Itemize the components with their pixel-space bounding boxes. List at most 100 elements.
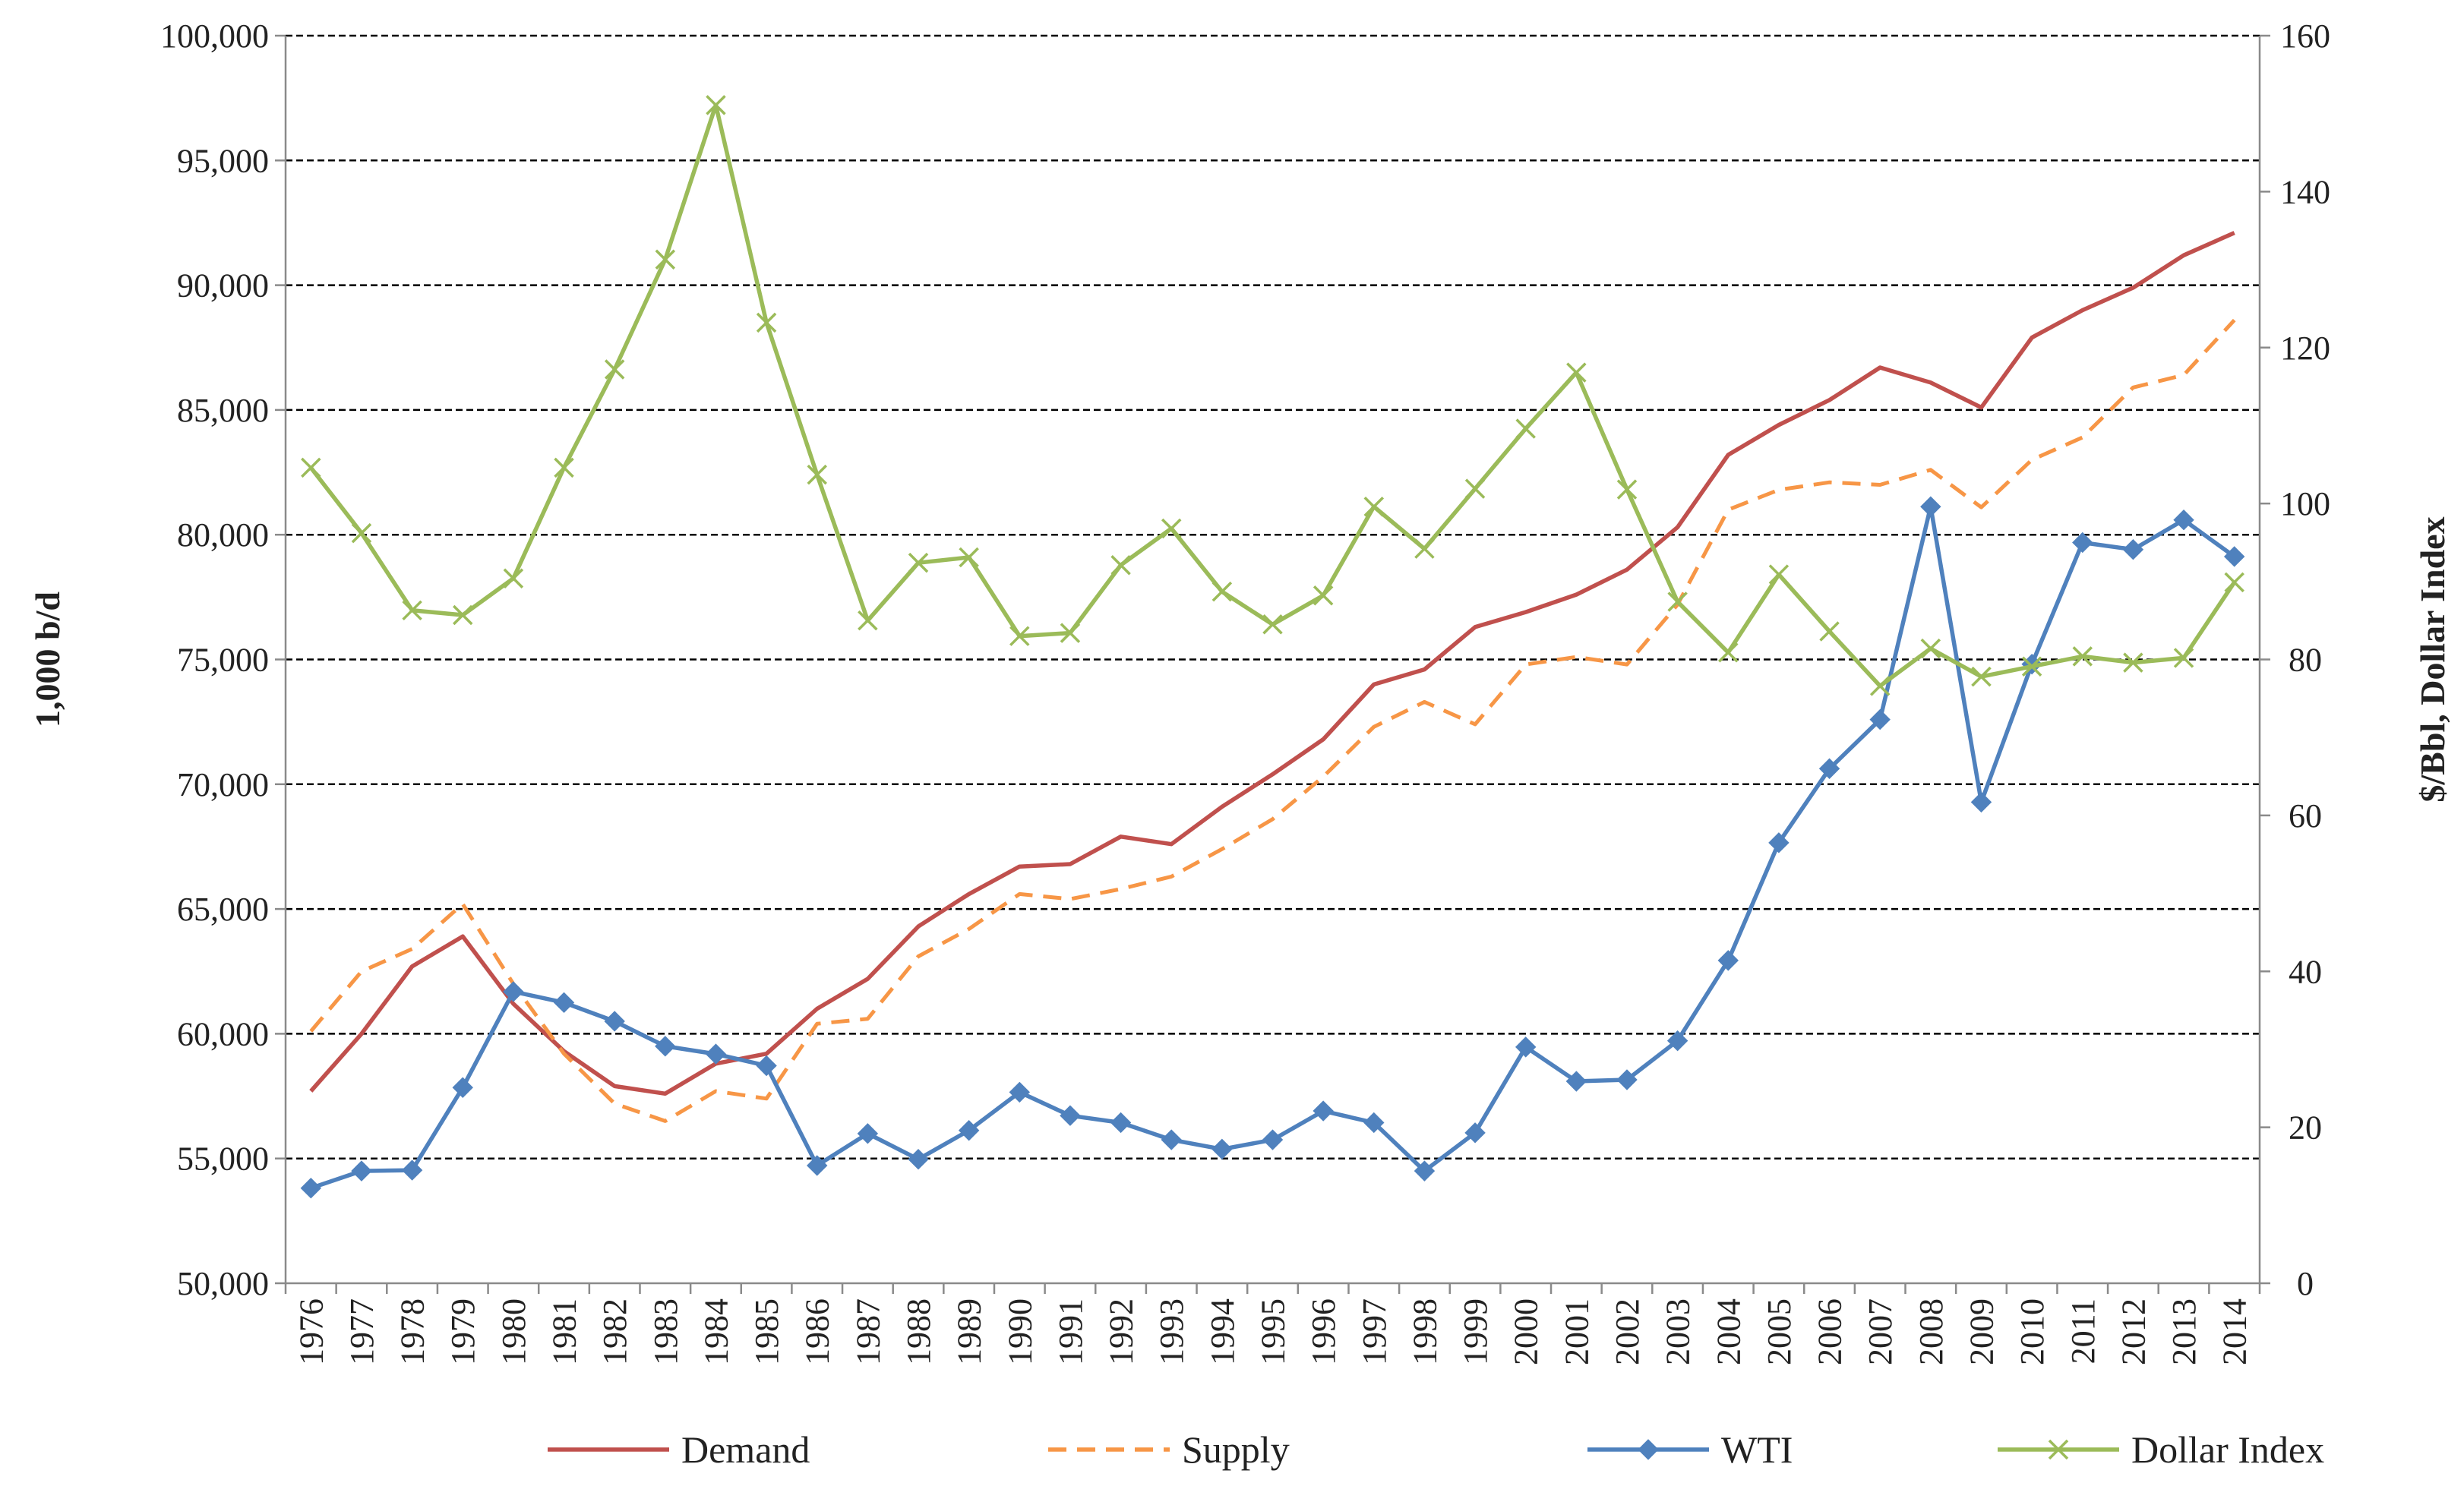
point-stroke (1515, 418, 1536, 439)
x-tick-label: 2004 (1710, 1298, 1747, 1365)
point-stroke (2173, 648, 2194, 668)
x-tick-label: 1990 (1001, 1298, 1038, 1365)
x-tick-label: 1991 (1052, 1298, 1089, 1365)
data-point-dollar-index (1211, 581, 1233, 602)
data-point-wti (958, 1120, 980, 1141)
x-tick-label: 1984 (697, 1298, 734, 1365)
data-point-wti (2173, 509, 2194, 531)
data-point-dollar-index (1313, 585, 1334, 606)
data-point-dollar-index (1515, 418, 1536, 439)
data-point-wti (604, 1011, 625, 1032)
data-point-dollar-index (1616, 479, 1638, 500)
data-point-wti (1262, 1129, 1284, 1150)
x-tick-label: 1989 (951, 1298, 988, 1365)
point-stroke (1414, 538, 1435, 559)
x-tick-label: 2008 (1913, 1298, 1950, 1365)
left-tick-label: 90,000 (177, 267, 269, 304)
data-point-wti (401, 1159, 423, 1181)
legend: Demand Supply WTI Dollar Index (548, 1428, 2324, 1471)
data-point-dollar-index (402, 600, 422, 621)
x-tick-label: 1982 (596, 1298, 633, 1365)
x-tick-label: 2013 (2165, 1298, 2203, 1365)
right-tick-label: 120 (2280, 330, 2330, 367)
x-tick-label: 2006 (1812, 1298, 1849, 1365)
point-stroke (351, 522, 372, 544)
data-point-dollar-index (807, 464, 827, 485)
point-stroke (1819, 621, 1840, 642)
point-stroke (706, 95, 726, 115)
point-stroke (858, 610, 878, 631)
data-point-dollar-index (858, 610, 878, 631)
data-point-wti (1818, 758, 1840, 779)
data-point-wti (1211, 1138, 1233, 1160)
right-tick-label: 0 (2297, 1265, 2314, 1302)
data-point-wti (1666, 1030, 1688, 1052)
data-point-wti (1717, 950, 1739, 971)
x-tick-label: 2001 (1558, 1298, 1595, 1365)
legend-marker-dollar-index (2048, 1439, 2069, 1460)
right-tick-label: 60 (2289, 797, 2322, 834)
x-tick-label: 1983 (647, 1298, 684, 1365)
data-point-dollar-index (503, 568, 524, 588)
x-tick-label: 1995 (1255, 1298, 1292, 1365)
point-stroke (604, 359, 625, 380)
data-point-dollar-index (2123, 652, 2143, 673)
data-point-dollar-index (2021, 656, 2042, 677)
data-point-dollar-index (1920, 638, 1941, 659)
data-point-dollar-index (1110, 555, 1131, 576)
data-point-dollar-index (959, 547, 979, 568)
point-stroke (1262, 614, 1283, 635)
point-stroke (1110, 555, 1131, 576)
left-tick-label: 75,000 (177, 642, 269, 679)
point-stroke (655, 249, 676, 270)
series-lines (300, 95, 2245, 1199)
data-point-dollar-index (554, 457, 574, 478)
data-point-wti (1768, 832, 1790, 853)
data-point-dollar-index (2072, 646, 2093, 667)
data-point-dollar-index (1060, 623, 1081, 643)
right-axis-title: $/Bbl, Dollar Index (2413, 516, 2452, 802)
data-point-wti (655, 1036, 676, 1057)
point-stroke (1161, 518, 1182, 539)
data-point-wti (1616, 1069, 1638, 1090)
data-point-wti (1464, 1122, 1486, 1144)
data-point-dollar-index (1768, 564, 1790, 585)
data-point-dollar-index (301, 457, 321, 478)
data-point-wti (1920, 496, 1941, 517)
left-tick-label: 100,000 (160, 17, 269, 55)
series-line-demand (309, 231, 2235, 1096)
data-point-wti (908, 1149, 929, 1170)
x-tick-label: 2010 (2014, 1298, 2051, 1365)
left-tick-label: 70,000 (177, 766, 269, 803)
x-tick-label: 2002 (1609, 1298, 1646, 1365)
data-point-wti (756, 1055, 777, 1077)
x-tick-label: 1979 (444, 1298, 482, 1365)
data-point-wti (300, 1178, 322, 1199)
x-tick-label: 1998 (1406, 1298, 1443, 1365)
data-point-wti (807, 1155, 828, 1176)
data-point-wti (1313, 1100, 1334, 1122)
point-stroke (1060, 623, 1081, 643)
data-point-dollar-index (2173, 648, 2194, 668)
legend-item-demand: Demand (548, 1428, 810, 1471)
data-point-wti (503, 981, 524, 1002)
data-point-dollar-index (908, 552, 929, 573)
axes (275, 34, 2270, 1294)
data-point-wti (1363, 1112, 1385, 1134)
x-tick-label: 1993 (1153, 1298, 1190, 1365)
point-stroke (1009, 626, 1030, 646)
x-tick-label: 1977 (343, 1298, 381, 1365)
legend-label-demand: Demand (681, 1428, 810, 1471)
data-point-wti (1515, 1036, 1537, 1058)
left-tick-label: 55,000 (177, 1141, 269, 1178)
point-stroke (402, 600, 422, 621)
point-stroke (1616, 479, 1638, 500)
data-point-wti (1110, 1112, 1132, 1134)
data-point-dollar-index (706, 95, 726, 115)
point-stroke (2123, 652, 2143, 673)
point-stroke (554, 457, 574, 478)
left-tick-label: 85,000 (177, 392, 269, 429)
point-stroke (453, 604, 473, 626)
data-point-wti (1869, 708, 1891, 730)
